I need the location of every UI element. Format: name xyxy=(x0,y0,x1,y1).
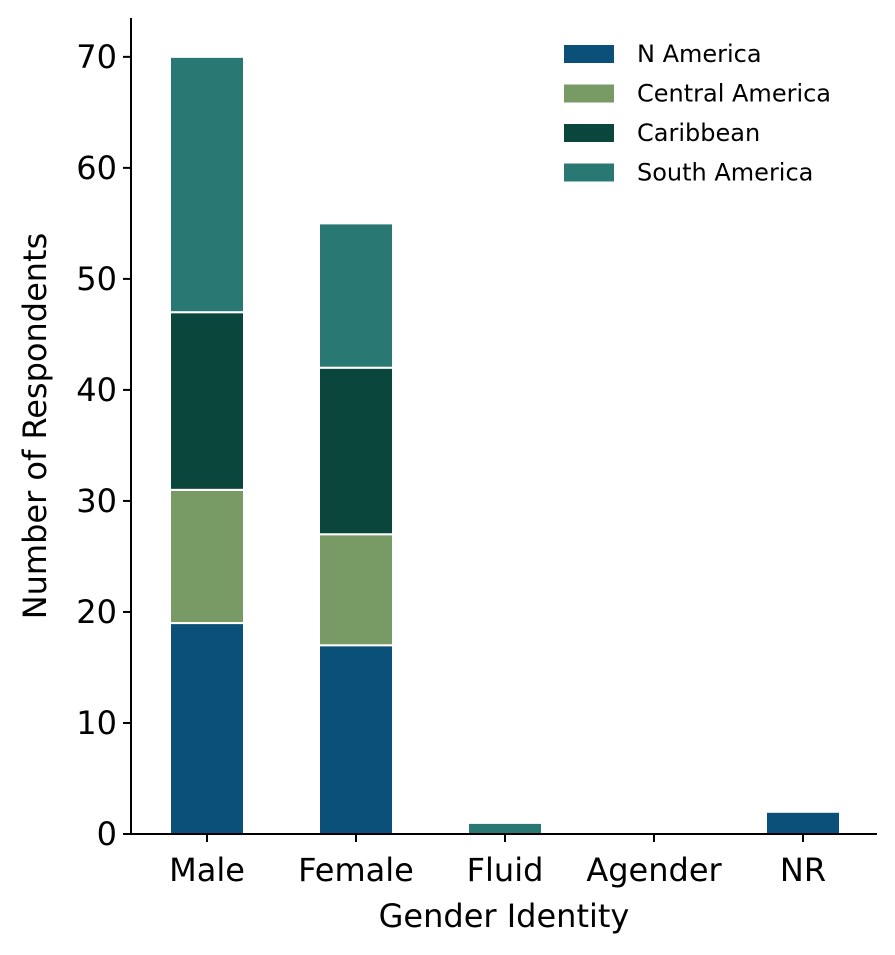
legend-label-caribbean: Caribbean xyxy=(637,119,760,147)
y-tick-label: 0 xyxy=(97,815,117,853)
y-tick-label: 50 xyxy=(76,260,117,298)
bar-segment-female-south-america xyxy=(318,222,394,369)
y-tick-label: 60 xyxy=(76,149,117,187)
y-axis-title: Number of Respondents xyxy=(16,233,54,620)
legend-label-south-america: South America xyxy=(637,159,813,187)
bar-segment-fluid-south-america xyxy=(467,821,543,835)
x-axis-ticks: Male Female Fluid Agender NR xyxy=(169,834,826,889)
bar-segment-male-n-america xyxy=(169,622,245,835)
legend-swatch-n-america xyxy=(564,45,614,63)
legend-label-n-america: N America xyxy=(637,40,762,68)
x-tick-label-female: Female xyxy=(298,851,414,889)
bar-segment-male-central-america xyxy=(169,488,245,625)
legend: N America Central America Caribbean South A… xyxy=(564,40,831,187)
bars-layer xyxy=(169,55,841,836)
bar-segment-male-caribbean xyxy=(169,311,245,491)
bar-segment-female-central-america xyxy=(318,533,394,647)
legend-swatch-south-america xyxy=(564,163,614,182)
bar-segment-nr-n-america xyxy=(765,810,841,835)
bar-segment-female-caribbean xyxy=(318,366,394,536)
x-tick-label-nr: NR xyxy=(780,851,826,889)
legend-swatch-central-america xyxy=(564,84,614,103)
y-tick-label: 20 xyxy=(76,593,117,631)
legend-swatch-caribbean xyxy=(564,124,614,142)
bar-segment-male-south-america xyxy=(169,55,245,314)
y-tick-label: 70 xyxy=(76,38,117,76)
x-tick-label-male: Male xyxy=(169,851,245,889)
x-tick-label-agender: Agender xyxy=(586,851,722,889)
y-axis-ticks: 0 10 20 30 40 50 60 70 xyxy=(76,38,131,853)
bar-segment-female-n-america xyxy=(318,644,394,836)
legend-label-central-america: Central America xyxy=(637,80,831,108)
y-tick-label: 30 xyxy=(76,482,117,520)
x-axis-title: Gender Identity xyxy=(379,897,630,935)
x-tick-label-fluid: Fluid xyxy=(467,851,544,889)
y-tick-label: 40 xyxy=(76,371,117,409)
y-tick-label: 10 xyxy=(76,704,117,742)
